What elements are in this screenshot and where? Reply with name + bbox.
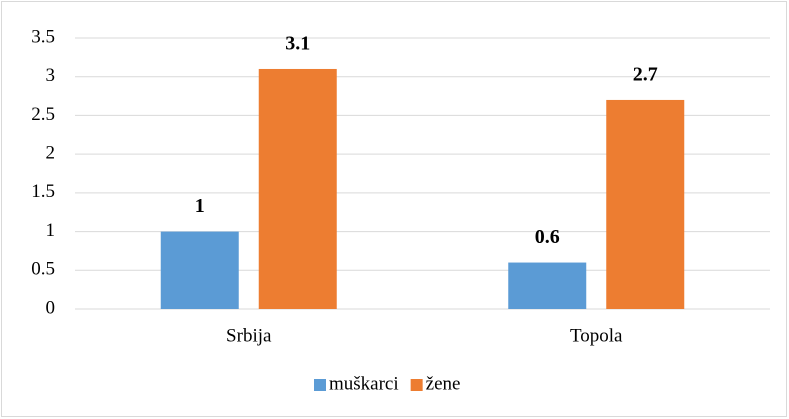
bar: [606, 99, 685, 309]
legend-swatch: [314, 379, 326, 391]
x-tick-label: Topola: [570, 325, 623, 346]
y-tick-label: 0.5: [31, 259, 55, 280]
data-label: 3.1: [285, 33, 310, 55]
y-tick-label: 3: [46, 65, 56, 86]
legend-swatch: [410, 379, 423, 391]
legend-label: žene: [426, 373, 461, 394]
y-tick-label: 0: [46, 297, 56, 318]
bar: [508, 262, 587, 309]
data-label: 0.6: [535, 226, 560, 248]
data-label: 1: [195, 195, 205, 217]
legend-label: muškarci: [329, 373, 399, 394]
data-label: 2.7: [633, 64, 658, 86]
y-tick-label: 2.5: [31, 104, 55, 125]
bar: [160, 231, 239, 309]
y-tick-label: 1.5: [31, 181, 55, 202]
y-tick-label: 2: [46, 143, 56, 164]
y-tick-label: 1: [46, 220, 56, 241]
bar: [258, 68, 337, 309]
y-tick-label: 3.5: [31, 26, 55, 47]
x-tick-label: Srbija: [226, 325, 272, 346]
